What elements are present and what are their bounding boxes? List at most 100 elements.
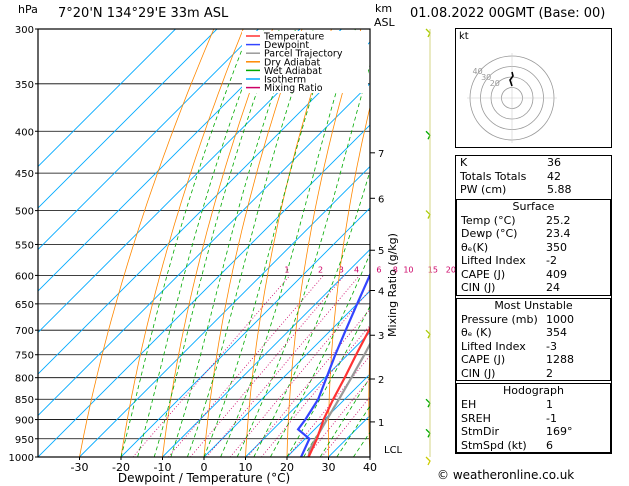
temperature-tick-label: 30 — [322, 461, 336, 474]
most-unstable-section: Most Unstable Pressure (mb) 1000 θₑ (K) 354… — [456, 297, 611, 381]
isotherm — [79, 165, 370, 457]
parcel-trajectory-line — [307, 341, 370, 457]
legend-label: Mixing Ratio — [264, 83, 323, 94]
pressure-tick-label: 750 — [15, 351, 34, 362]
copyright-text: © weatheronline.co.uk — [437, 468, 575, 482]
km-tick-label: 1 — [378, 418, 384, 429]
wet-adiabat — [137, 29, 265, 457]
most-unstable-label: CAPE (J) — [461, 353, 506, 366]
isotherm — [38, 29, 259, 251]
wet-adiabat — [270, 252, 370, 457]
mixing-ratio-label: 1 — [284, 265, 289, 274]
x-axis-label: Dewpoint / Temperature (°C) — [118, 471, 290, 485]
pressure-tick-label: 350 — [15, 80, 34, 91]
surface-row: Dewp (°C) 23.4 — [457, 227, 610, 241]
hodograph-row: EH 1 — [457, 398, 610, 412]
isotherm — [38, 29, 218, 209]
index-value: 5.88 — [547, 183, 572, 196]
pressure-tick-label: 400 — [15, 127, 34, 138]
wet-adiabat — [336, 405, 370, 457]
surface-value: 24 — [546, 281, 560, 294]
temperature-tick-label: 0 — [201, 461, 208, 474]
most-unstable-label: Pressure (mb) — [461, 312, 538, 326]
most-unstable-label: CIN (J) — [461, 366, 496, 380]
surface-title: Surface — [512, 199, 555, 213]
most-unstable-label: θₑ (K) — [461, 326, 492, 339]
mixing-ratio-axis-label: Mixing Ratio (g/kg) — [386, 233, 399, 337]
mixing-ratio-label: 20 — [446, 265, 456, 274]
surface-row: CAPE (J) 409 — [457, 268, 610, 282]
asl-label: ASL — [374, 16, 395, 29]
pressure-tick-label: 700 — [15, 326, 34, 337]
surface-label: Temp (°C) — [461, 213, 516, 227]
pressure-unit-label: hPa — [18, 3, 38, 16]
dry-adiabat — [162, 29, 273, 457]
isotherm — [38, 124, 370, 457]
wet-adiabat — [203, 29, 334, 457]
wind-barb — [425, 329, 431, 339]
most-unstable-row: CIN (J) 2 — [457, 367, 610, 381]
surface-value: 409 — [546, 267, 567, 281]
location-title: 7°20'N 134°29'E 33m ASL — [58, 6, 229, 21]
surface-label: Lifted Index — [461, 254, 526, 267]
surface-label: CIN (J) — [461, 281, 496, 294]
temperature-tick-label: -30 — [71, 461, 89, 474]
hodograph-trace — [509, 71, 514, 87]
dewpoint-line — [296, 272, 370, 457]
pressure-tick-label: 450 — [15, 169, 34, 180]
pressure-tick-label: 600 — [15, 271, 34, 282]
hodograph-section: Hodograph EH 1 SREH -1 StmDir 169° StmSpd (kt)… — [456, 383, 611, 453]
mixing-ratio-label: 4 — [354, 265, 359, 274]
wet-adiabat — [153, 29, 280, 457]
index-value: 42 — [547, 169, 561, 183]
hodograph-label: StmDir — [461, 425, 500, 438]
wind-barb — [425, 428, 431, 438]
most-unstable-label: Lifted Index — [461, 339, 526, 353]
surface-value: 350 — [546, 240, 567, 254]
km-tick-label: 2 — [378, 375, 384, 386]
pressure-tick-label: 550 — [15, 240, 34, 251]
pressure-tick-label: 300 — [15, 25, 34, 36]
surface-label: θₑ(K) — [461, 240, 489, 254]
most-unstable-value: 2 — [546, 366, 553, 380]
surface-row: CIN (J) 24 — [457, 281, 610, 295]
surface-value: 25.2 — [546, 213, 571, 227]
most-unstable-row: θₑ (K) 354 — [457, 326, 610, 340]
isotherm — [245, 331, 370, 457]
isotherm — [38, 29, 301, 292]
pressure-tick-label: 900 — [15, 416, 34, 427]
legend-label: Wet Adiabat — [264, 66, 322, 77]
mixing-ratio-label: 6 — [376, 265, 381, 274]
index-row: PW (cm) 5.88 — [456, 183, 611, 197]
wet-adiabat — [220, 29, 356, 457]
surface-section: Surface Temp (°C) 25.2 Dewp (°C) 23.4 θₑ(K) 3… — [456, 198, 611, 296]
dry-adiabat — [79, 29, 215, 457]
hodograph-value: 169° — [546, 425, 573, 438]
most-unstable-value: 1288 — [546, 353, 574, 366]
pressure-tick-label: 500 — [15, 207, 34, 218]
hodograph-value: 6 — [546, 438, 553, 452]
surface-label: Dewp (°C) — [461, 227, 518, 240]
surface-row: θₑ(K) 350 — [457, 241, 610, 255]
most-unstable-row: Lifted Index -3 — [457, 340, 610, 354]
wet-adiabat — [236, 63, 370, 457]
wet-adiabat — [120, 29, 251, 457]
most-unstable-title: Most Unstable — [494, 298, 573, 312]
wet-adiabat — [170, 29, 297, 457]
pressure-tick-label: 850 — [15, 395, 34, 406]
isotherm — [38, 41, 370, 375]
indices-panel: K 36 Totals Totals 42 PW (cm) 5.88 Surface Te… — [455, 155, 612, 454]
hodograph-ring-label: 40 — [473, 67, 483, 76]
legend-label: Parcel Trajectory — [264, 49, 343, 60]
index-row: K 36 — [456, 156, 611, 170]
temperature-tick-label: -10 — [154, 461, 172, 474]
km-tick-label: 6 — [378, 194, 384, 205]
dry-adiabat — [368, 340, 370, 457]
pressure-tick-label: 1000 — [9, 453, 34, 464]
km-tick-label: 4 — [378, 286, 384, 297]
mixing-ratio-label: 3 — [339, 265, 344, 274]
hodograph-value: 1 — [546, 398, 553, 411]
most-unstable-value: 354 — [546, 326, 567, 339]
hodograph-value: -1 — [546, 411, 557, 425]
